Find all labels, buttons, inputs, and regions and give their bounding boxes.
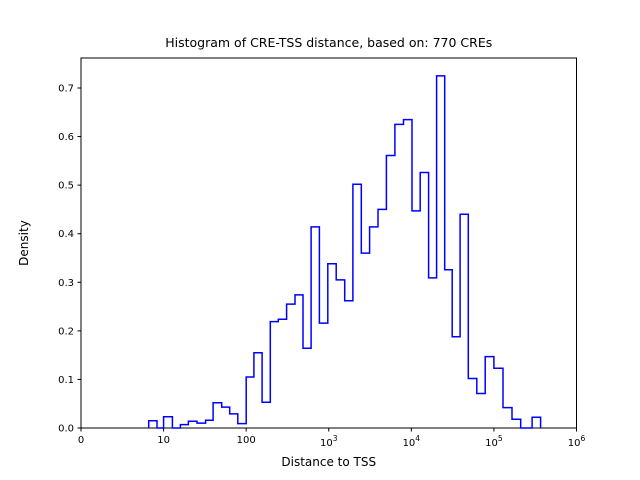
x-tick-label: 103	[320, 434, 338, 449]
plot-title: Histogram of CRE-TSS distance, based on:…	[165, 35, 492, 50]
y-tick-label: 0.0	[58, 424, 74, 435]
histogram-line	[147, 75, 542, 429]
x-tick-label: 105	[485, 434, 503, 449]
y-axis-ticks: 0.0 0.1 0.2 0.3 0.4 0.5 0.6 0.7	[58, 84, 81, 435]
y-tick-label: 0.2	[58, 326, 74, 337]
y-tick-label: 0.7	[58, 84, 74, 95]
plot-frame	[80, 57, 577, 429]
x-tick-label: 104	[403, 434, 421, 449]
y-tick-label: 0.1	[58, 375, 74, 386]
x-tick-label: 10	[157, 435, 170, 446]
x-axis-label: Distance to TSS	[281, 455, 376, 469]
y-tick-label: 0.5	[58, 181, 74, 192]
y-tick-label: 0.6	[58, 132, 74, 143]
x-tick-label: 106	[568, 434, 586, 449]
x-tick-label: 100	[237, 435, 256, 446]
x-tick-label: 0	[78, 435, 84, 446]
y-axis-label: Density	[17, 220, 31, 266]
y-tick-label: 0.3	[58, 278, 74, 289]
y-tick-label: 0.4	[58, 229, 74, 240]
x-axis-ticks: 0 10 100 103 104 105 106	[78, 428, 586, 449]
